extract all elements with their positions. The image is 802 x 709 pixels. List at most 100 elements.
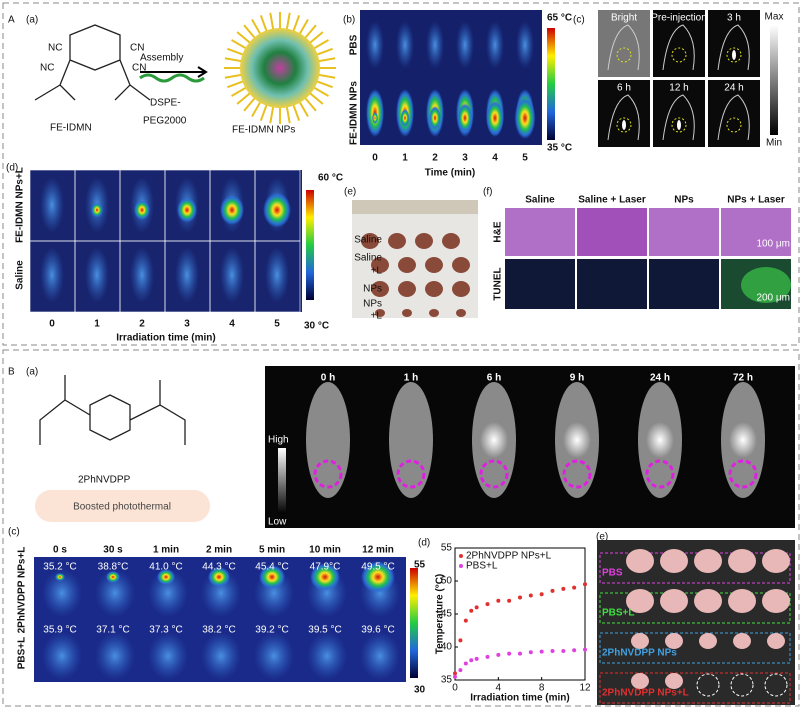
tumor [631,673,649,689]
lipid-ray [312,86,329,97]
label: 200 μm [756,293,790,304]
point [469,608,474,613]
label: 2 [139,319,145,330]
image-detail [516,21,534,69]
label: 0 [372,153,378,164]
image-detail [366,21,384,69]
label: 6 h [487,373,501,384]
lipid-ray [303,24,317,40]
image [360,10,542,145]
label: H&E [493,221,504,242]
lipid-ray [251,19,262,36]
label: 30 [414,685,426,696]
lipid-ray [298,100,309,117]
point [496,598,501,603]
section-letter: A [8,15,15,26]
label: 10 min [309,545,341,556]
point [474,605,479,610]
label: 24 h [724,83,743,94]
lipid-ray [292,103,301,121]
label: 1 min [153,545,179,556]
label: FE-IDMN NPs [232,125,295,136]
empty-slot [764,673,788,697]
image-detail [677,120,681,130]
y-tick-label: 40 [441,642,453,653]
nanoparticle [240,28,320,108]
label: 24 h [650,373,670,384]
y-axis-label: Temperature (°C) [435,574,446,655]
image-detail [486,21,504,69]
label: Max [765,12,784,23]
colorbar [306,190,314,300]
lipid-ray [259,15,268,33]
roi [313,459,343,489]
section-letter: B [8,367,15,378]
image [577,208,647,256]
lipid-ray [308,91,324,105]
roi [616,117,632,133]
tumor [699,633,717,649]
lipid-wave [139,73,205,83]
label: 1 h [404,373,418,384]
image [598,80,650,147]
mouse-outline [607,24,640,71]
label: FE-IDMN NPs+L [15,167,26,243]
label: Saline [354,235,382,246]
image [649,259,719,309]
tumor [665,673,683,689]
label: +L [371,266,383,277]
image-detail [265,247,289,303]
label: 37.1 °C [96,625,129,636]
label: Saline [525,195,555,206]
label: CN [132,63,146,74]
tumor [728,549,756,573]
y-tick-label: 45 [441,609,453,620]
label: 2 [432,153,438,164]
image-detail [259,565,285,589]
tumor [388,233,406,249]
lipid-ray [227,47,245,56]
label: PBS+L [17,637,28,670]
point [550,588,555,593]
label: 2PhNVDPP NPs [602,648,677,659]
point [507,651,512,656]
label: NPs [363,299,382,310]
label: PBS+L [602,608,635,619]
lipid-ray [259,103,268,121]
image-detail [400,109,410,127]
label: 65 °C [547,13,572,24]
image-detail [563,422,591,458]
image-detail [85,247,109,303]
image-detail [42,632,82,680]
lipid-ray [269,105,275,124]
tumor [452,281,470,297]
point [539,592,544,597]
lipid-ray [285,105,291,124]
label: 55 [414,560,426,571]
panel-label: (c) [8,527,20,538]
label: 37.3 °C [149,625,182,636]
caption-pill [35,490,210,522]
legend-label: 2PhNVDPP NPs+L [466,551,552,562]
point [572,648,577,653]
label: PEG2000 [143,116,187,127]
ruler [352,200,478,214]
label: 3 [184,319,190,330]
molecule-sketch [39,375,186,445]
roi [479,459,509,489]
image-detail [220,195,244,225]
point [463,661,468,666]
label: 30 s [103,545,123,556]
tumor [361,233,379,249]
lipid-ray [224,73,243,79]
legend-label: PBS+L [466,561,498,572]
image-detail [263,192,291,228]
lipid-ray [231,39,248,50]
point [518,595,522,600]
image-detail [201,632,241,680]
roi [726,47,742,63]
image-detail [148,569,188,617]
point [458,638,463,643]
image [577,259,647,309]
